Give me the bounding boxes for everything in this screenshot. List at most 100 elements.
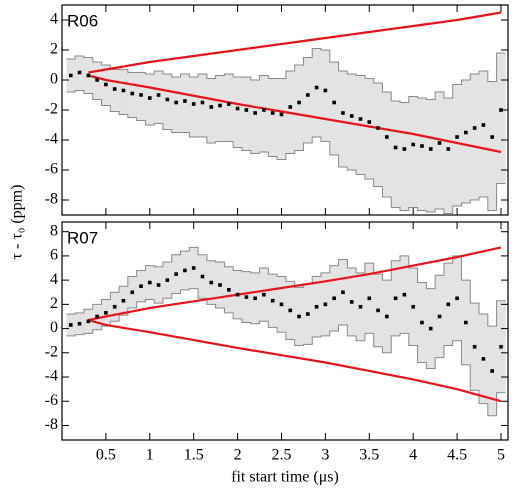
y-tick-label: -8	[45, 416, 58, 433]
data-point	[306, 93, 310, 97]
x-tick-label: 0.5	[96, 447, 116, 464]
data-point	[112, 87, 117, 91]
data-point	[367, 296, 372, 301]
band-segment	[364, 78, 375, 179]
band-segment	[224, 74, 234, 142]
band-segment	[206, 78, 217, 143]
x-tick-label: 4.5	[447, 447, 467, 464]
data-point	[349, 300, 354, 304]
band-segment	[479, 71, 489, 197]
data-point	[130, 290, 135, 295]
panel-label: R07	[67, 228, 98, 247]
data-point	[270, 111, 275, 115]
data-point	[464, 130, 468, 135]
data-point	[349, 114, 354, 118]
data-point	[279, 302, 284, 307]
band-segment	[241, 77, 252, 151]
band-segment	[400, 102, 410, 211]
data-point	[244, 295, 249, 299]
data-point	[341, 290, 345, 295]
band-segment	[461, 80, 471, 203]
data-point	[499, 108, 503, 112]
data-point	[341, 111, 345, 115]
data-point	[227, 288, 231, 292]
plot-frame	[61, 221, 509, 441]
band-segment	[162, 74, 173, 130]
x-tick-label: 3	[321, 447, 329, 464]
data-point	[104, 311, 108, 315]
data-point	[376, 308, 380, 313]
band-segment	[391, 101, 401, 208]
band-segment	[233, 77, 243, 148]
data-point	[437, 141, 442, 145]
x-tick-label: 3.5	[359, 447, 379, 464]
band-segment	[496, 53, 506, 184]
data-point	[437, 314, 442, 319]
red-curve	[88, 11, 502, 74]
x-tick-label: 4	[409, 447, 417, 464]
data-point	[191, 266, 196, 270]
data-point	[367, 120, 372, 124]
y-tick-label: -2	[45, 343, 58, 360]
band-segment	[426, 99, 436, 212]
y-tick-label: 8	[50, 222, 58, 239]
band-segment	[417, 98, 427, 211]
data-point	[393, 145, 398, 150]
data-point	[358, 304, 363, 309]
band-segment	[487, 81, 498, 211]
band-segment	[277, 78, 287, 160]
red-curve	[88, 74, 502, 154]
band-segment	[198, 74, 208, 137]
plot-area	[66, 11, 506, 214]
band-segment	[303, 57, 313, 143]
data-point	[428, 147, 433, 151]
data-point	[385, 135, 389, 139]
band-segment	[443, 98, 454, 214]
band-segment	[189, 77, 199, 137]
x-tick-label: 2.5	[271, 447, 291, 464]
y-tick-label: 0	[50, 319, 58, 336]
data-point	[332, 296, 336, 301]
y-tick-label: 4	[50, 11, 58, 28]
plot-area	[66, 246, 506, 417]
data-point	[279, 112, 284, 117]
data-point	[68, 323, 73, 327]
data-point	[376, 126, 380, 130]
data-point	[464, 320, 468, 325]
data-point	[156, 283, 161, 287]
y-tick-label: 6	[50, 247, 58, 264]
data-point	[411, 304, 415, 309]
data-point	[402, 292, 407, 297]
data-point	[455, 135, 459, 139]
data-point	[455, 296, 459, 301]
data-point	[288, 105, 293, 109]
data-point	[297, 314, 301, 319]
data-point	[323, 302, 328, 307]
data-point	[420, 144, 424, 148]
data-point	[156, 93, 161, 97]
data-point	[139, 93, 143, 97]
data-point	[472, 126, 477, 130]
data-point	[227, 102, 231, 106]
band-segment	[154, 71, 164, 124]
y-tick-label: 2	[50, 41, 58, 58]
data-point	[121, 298, 126, 303]
band-segment	[338, 71, 348, 167]
red-curve	[88, 319, 502, 403]
x-tick-label: 5	[497, 447, 505, 464]
band-segment	[373, 83, 383, 187]
data-point	[95, 314, 99, 319]
band-edge	[66, 48, 506, 103]
y-axis-label: τ - τ₀ (ppm)	[9, 185, 26, 260]
data-point	[209, 280, 214, 285]
data-point	[358, 117, 363, 121]
data-point	[77, 70, 82, 75]
data-point	[104, 82, 108, 87]
data-point	[183, 268, 187, 273]
band-segment	[320, 50, 331, 142]
band-segment	[250, 80, 261, 154]
y-tick-label: 0	[50, 71, 58, 88]
data-point	[297, 100, 301, 105]
red-curve	[88, 246, 502, 322]
